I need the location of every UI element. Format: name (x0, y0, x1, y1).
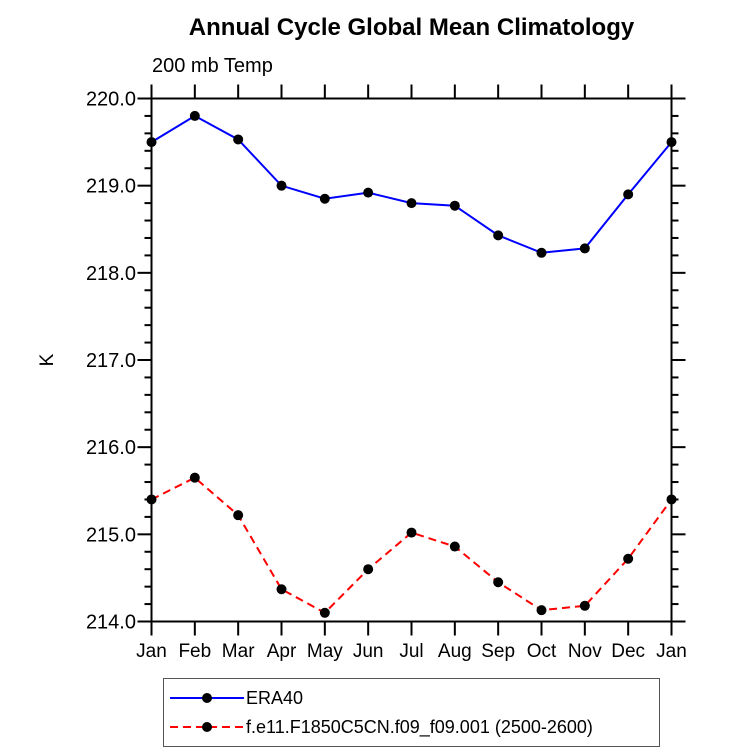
chart-subtitle: 200 mb Temp (152, 55, 273, 77)
x-tick-label: Oct (527, 641, 557, 662)
x-tick-label: Feb (178, 641, 211, 662)
data-point-marker (449, 541, 460, 552)
data-point-marker (493, 230, 504, 241)
data-point-marker (146, 494, 157, 505)
y-tick-label: 216.0 (86, 437, 136, 459)
x-tick-label: Aug (438, 641, 472, 662)
legend-label-era40: ERA40 (246, 688, 304, 708)
x-tick-label: Apr (267, 641, 297, 662)
data-point-marker (536, 247, 547, 258)
y-axis-label: K (37, 353, 58, 366)
y-tick-label: 214.0 (86, 612, 136, 634)
legend-line-sample-dashed (170, 722, 244, 732)
data-point-marker (666, 137, 677, 148)
axis-frame (150, 97, 673, 623)
legend-item-model: f.e11.F1850C5CN.f09_f09.001 (2500-2600) (168, 713, 659, 742)
x-tick-label: Jan (136, 641, 167, 662)
data-point-marker (623, 553, 634, 564)
x-tick-label: May (307, 641, 343, 662)
data-point-marker (233, 134, 244, 145)
y-tick-label: 219.0 (86, 176, 136, 198)
legend-sample-marker (202, 722, 212, 732)
data-point-marker (579, 600, 590, 611)
data-point-marker (319, 607, 330, 618)
x-tick-label: Mar (222, 641, 255, 662)
data-point-marker (579, 243, 590, 254)
x-tick-label: Jun (353, 641, 384, 662)
data-point-marker (189, 472, 200, 483)
legend-line-sample-solid (170, 693, 244, 703)
x-tick-label: Sep (481, 641, 515, 662)
y-tick-label: 215.0 (86, 524, 136, 546)
data-point-marker (189, 110, 200, 121)
data-point-marker (493, 577, 504, 588)
legend-sample-marker (202, 693, 212, 703)
data-point-marker (623, 189, 634, 200)
chart-title: Annual Cycle Global Mean Climatology (188, 14, 635, 41)
x-tick-label: Jan (656, 641, 687, 662)
legend-label-model: f.e11.F1850C5CN.f09_f09.001 (2500-2600) (246, 717, 593, 737)
y-tick-label: 217.0 (86, 350, 136, 372)
series-line-1 (151, 476, 673, 615)
data-point-marker (363, 187, 374, 198)
data-point-marker (363, 564, 374, 575)
data-point-marker (406, 527, 417, 538)
data-point-marker (276, 584, 287, 595)
data-point-marker (406, 198, 417, 209)
data-point-marker (146, 137, 157, 148)
data-point-marker (666, 494, 677, 505)
data-point-marker (233, 510, 244, 521)
data-point-marker (536, 605, 547, 616)
y-tick-label: 218.0 (86, 263, 136, 285)
data-point-marker (276, 180, 287, 191)
data-point-marker (449, 200, 460, 211)
x-tick-label: Nov (568, 641, 602, 662)
legend-item-era40: ERA40 (168, 684, 659, 713)
y-tick-label: 220.0 (86, 89, 136, 111)
x-tick-label: Dec (611, 641, 645, 662)
x-tick-label: Jul (399, 641, 423, 662)
legend: ERA40 f.e11.F1850C5CN.f09_f09.001 (2500-… (163, 678, 660, 747)
series-line-0 (150, 114, 673, 254)
data-point-marker (319, 193, 330, 204)
